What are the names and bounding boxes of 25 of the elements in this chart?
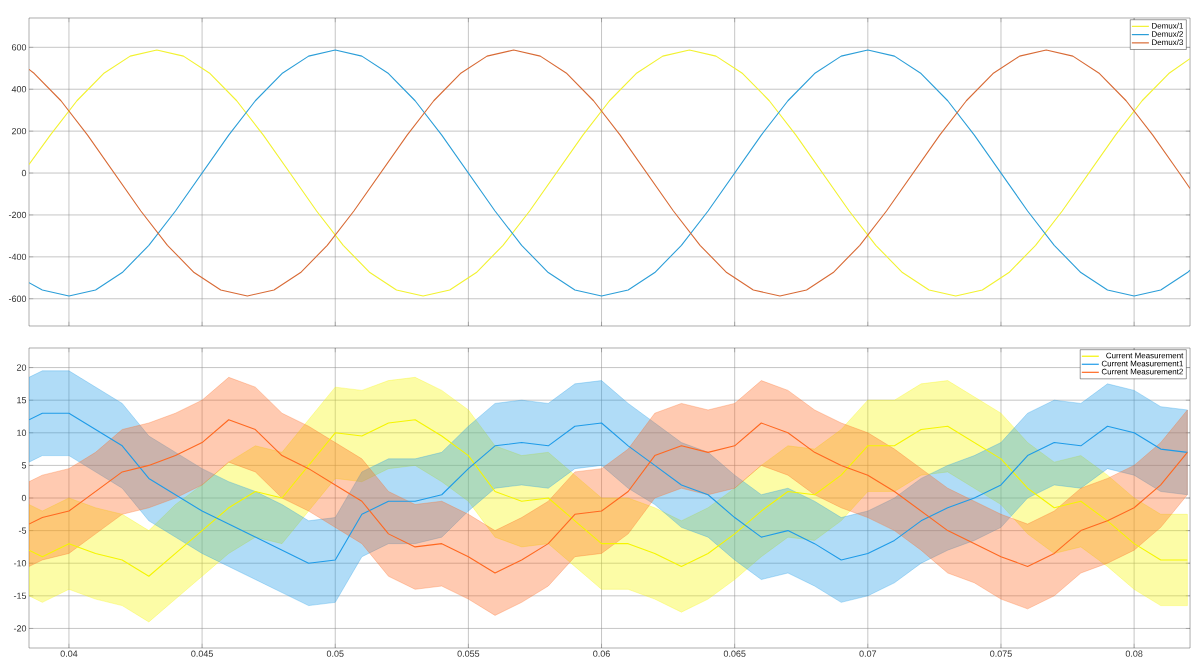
y-tick-label: 20 [16, 364, 27, 371]
y-tick-label: -10 [13, 560, 27, 567]
x-tick-label: 0.045 [191, 650, 213, 657]
y-tick-label: -15 [13, 592, 27, 599]
x-tick-label: 0.07 [859, 650, 877, 657]
x-tick-label: 0.065 [723, 650, 746, 657]
y-tick-label: 5 [21, 462, 27, 469]
y-tick-label: -400 [8, 253, 27, 261]
x-tick-label: 0.08 [1125, 650, 1143, 657]
y-tick-label: 0 [21, 169, 27, 177]
y-tick-label: -200 [8, 211, 27, 219]
y-tick-label: 200 [11, 127, 27, 135]
y-tick-label: -20 [13, 625, 27, 632]
y-tick-label: 10 [17, 429, 27, 436]
x-tick-label: 0.06 [593, 650, 610, 657]
y-tick-label: 600 [11, 44, 27, 51]
y-tick-label: -5 [18, 527, 27, 534]
y-tick-label: -600 [8, 295, 27, 302]
x-tick-label: 0.075 [990, 650, 1012, 657]
x-tick-label: 0.04 [60, 650, 78, 657]
x-tick-label: 0.05 [326, 650, 344, 657]
x-tick-label: 0.055 [457, 650, 480, 657]
y-tick-label: 400 [11, 86, 27, 93]
y-tick-label: 0 [21, 494, 27, 502]
y-tick-label: 15 [17, 397, 27, 404]
